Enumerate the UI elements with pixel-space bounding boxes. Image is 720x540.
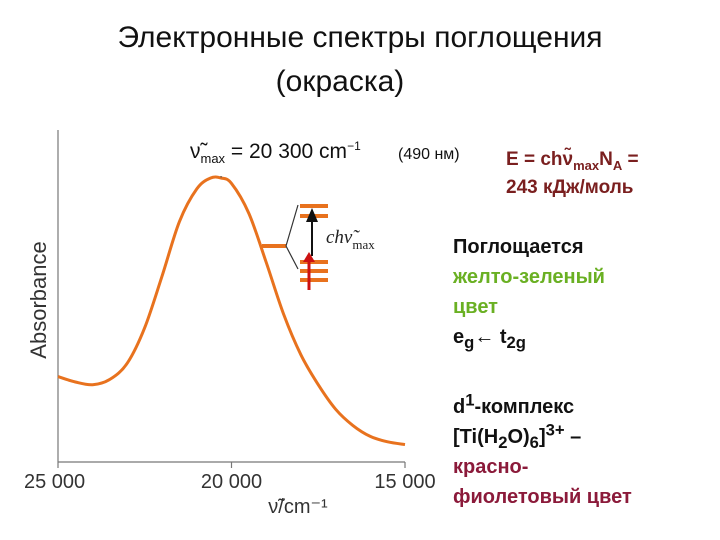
complex-info: d1-комплекс [Ti(H2O)6]3+ – красно- фиоле… <box>453 392 632 512</box>
complex-color-2: фиолетовый цвет <box>453 486 632 508</box>
absorbs-label: Поглощается <box>453 236 584 258</box>
complex-type: d1-комплекс <box>453 390 575 418</box>
absorbance-curve <box>57 175 406 447</box>
title-line-2: (окраска) <box>275 65 405 98</box>
complex-formula: [Ti(H2O)6]3+ – <box>453 420 582 452</box>
energy-formula: E = chν̃maxNA = 243 кДж/моль <box>506 146 639 202</box>
absorption-info: Поглощается желто-зеленый цвет eg← t2g <box>453 232 605 352</box>
page-title: Электронные спектры поглощения (окраска) <box>0 16 720 104</box>
electron-spin-arrowhead <box>303 252 315 262</box>
excitation-arrowhead <box>306 208 318 222</box>
numax-symbol: ν̃ <box>190 140 201 163</box>
energy-line-1: E = chν̃maxNA = <box>506 149 639 173</box>
x-axis-label: ν̃/cm⁻¹ <box>268 496 328 518</box>
numax-value: = 20 300 cm <box>225 140 348 163</box>
absorbed-color-2: цвет <box>453 296 498 318</box>
chart-series <box>57 175 406 447</box>
y-axis-label: Absorbance <box>26 241 51 358</box>
transition-notation: eg← t2g <box>453 326 526 352</box>
x-tick-label: 20 000 <box>201 471 262 493</box>
chart-ticks: 25 000 20 000 15 000 <box>24 462 436 493</box>
numax-sub: max <box>200 151 226 167</box>
x-tick-label: 15 000 <box>374 471 435 493</box>
absorbed-color-1: желто-зеленый <box>453 266 605 288</box>
numax-annotation: ν̃max = 20 300 cm−1 <box>190 139 361 167</box>
numax-exp: −1 <box>347 139 361 153</box>
chart-axes <box>57 130 405 463</box>
title-line-1: Электронные спектры поглощения <box>117 21 603 54</box>
level-split-lines <box>285 204 299 270</box>
energy-line-2: 243 кДж/моль <box>506 177 634 198</box>
wavelength-annotation: (490 нм) <box>398 146 460 163</box>
transition-label: chν̃max <box>326 227 375 252</box>
energy-level-diagram <box>262 204 328 290</box>
x-tick-label: 25 000 <box>24 471 85 493</box>
complex-color-1: красно- <box>453 456 529 478</box>
